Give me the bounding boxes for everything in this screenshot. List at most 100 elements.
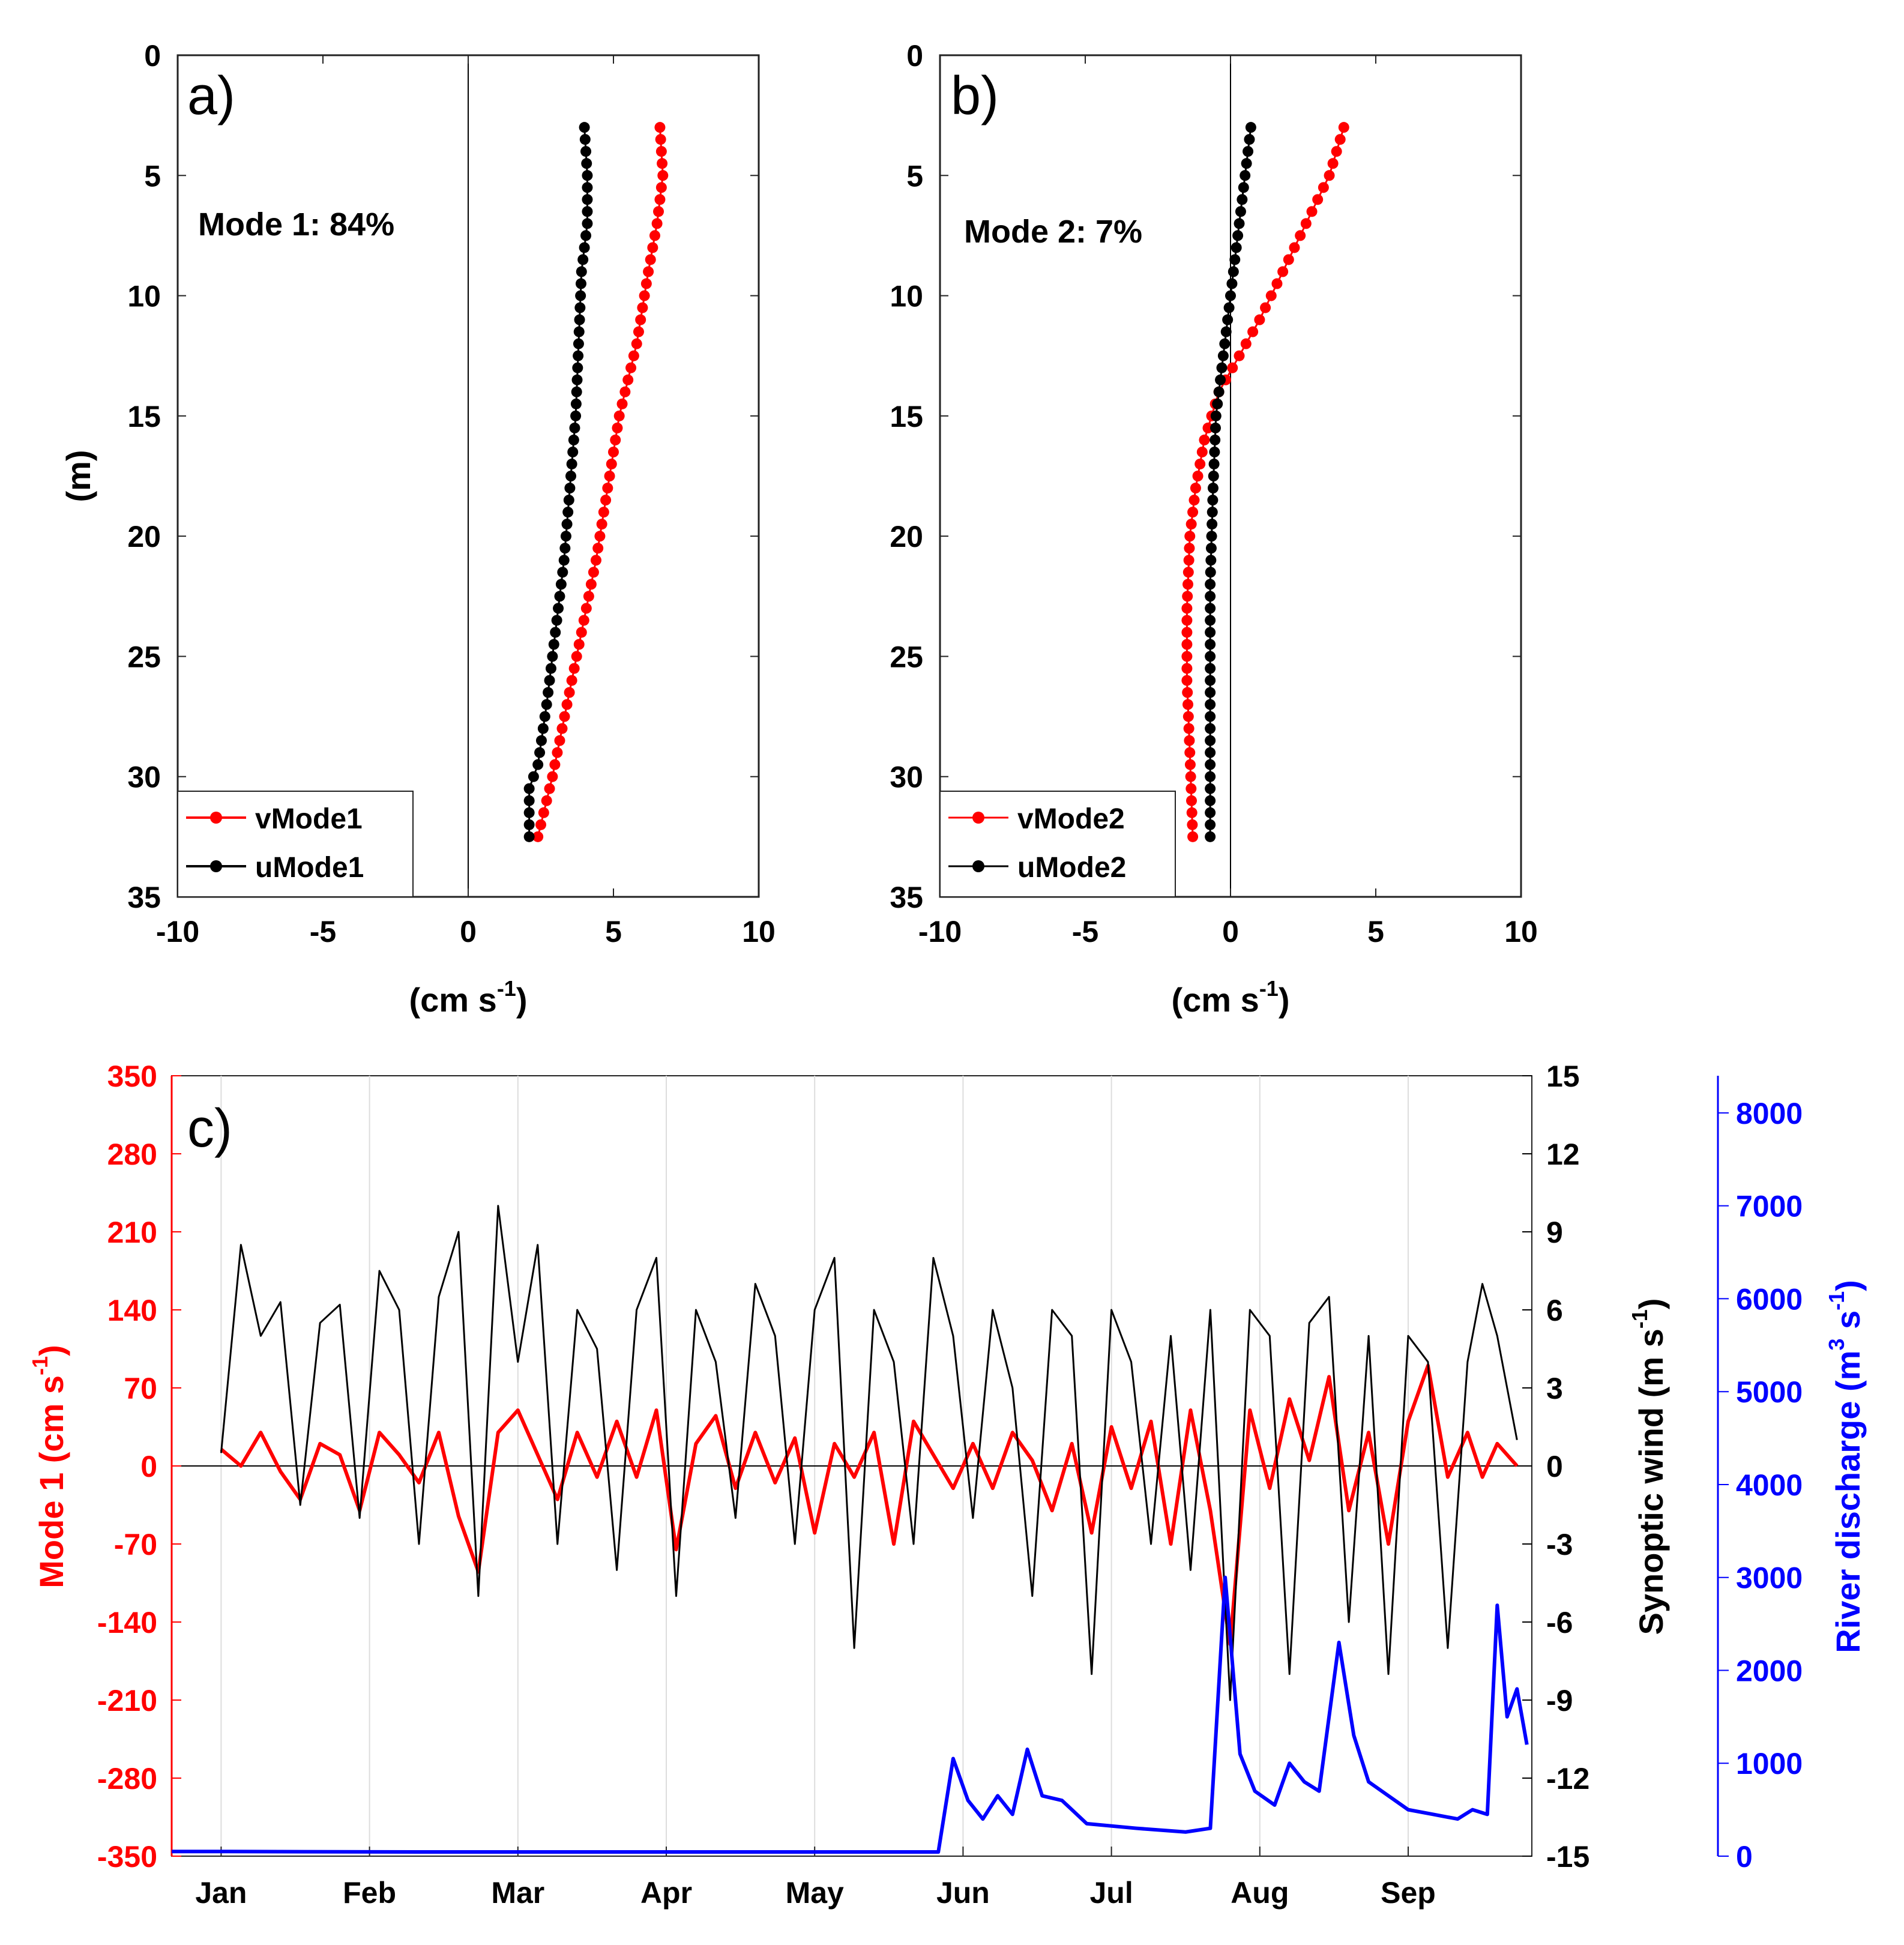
data-point-uMode1 — [559, 543, 571, 554]
right2-tick-label: 1000 — [1736, 1747, 1803, 1781]
data-point-vMode2 — [1181, 615, 1193, 626]
data-point-vMode2 — [1182, 687, 1193, 698]
data-point-uMode2 — [1237, 194, 1248, 205]
legend-marker-umode1 — [210, 860, 222, 872]
data-point-uMode2 — [1205, 807, 1216, 818]
panel-c-right1-ylabel: Synoptic wind (m s-1) — [1627, 1298, 1670, 1635]
left-tick-label: -70 — [114, 1528, 157, 1561]
data-point-vMode1 — [657, 170, 669, 181]
data-point-uMode1 — [532, 759, 544, 770]
data-point-uMode1 — [537, 723, 549, 734]
month-label: Feb — [343, 1876, 396, 1910]
data-point-uMode1 — [582, 170, 593, 181]
data-point-vMode1 — [606, 458, 617, 469]
data-point-uMode1 — [567, 446, 579, 457]
data-point-vMode2 — [1318, 182, 1329, 193]
data-point-uMode1 — [577, 254, 589, 265]
panel-b-xlabel: (cm s-1) — [1172, 976, 1290, 1019]
data-point-vMode1 — [585, 579, 597, 590]
data-point-vMode2 — [1187, 507, 1199, 518]
data-point-vMode2 — [1338, 122, 1349, 133]
right1-tick-label: 9 — [1546, 1216, 1563, 1249]
left-tick-label: -210 — [97, 1684, 157, 1717]
data-point-uMode2 — [1205, 591, 1216, 602]
data-point-vMode1 — [655, 146, 667, 157]
y-tick-label: 20 — [890, 520, 923, 553]
legend-marker-umode2 — [972, 860, 984, 872]
data-point-uMode1 — [562, 507, 574, 518]
data-point-vMode2 — [1254, 314, 1265, 325]
y-tick-label: 15 — [890, 400, 923, 433]
y-tick-label: 15 — [127, 400, 161, 433]
data-point-uMode1 — [543, 687, 554, 698]
data-point-uMode2 — [1206, 531, 1217, 542]
data-point-vMode1 — [637, 302, 648, 313]
data-point-vMode1 — [538, 807, 549, 818]
data-point-uMode2 — [1216, 362, 1228, 373]
series-line-mode-1 — [220, 1363, 1519, 1647]
data-point-uMode2 — [1205, 615, 1216, 626]
data-point-uMode2 — [1205, 771, 1216, 782]
y-tick-label: 30 — [127, 761, 161, 794]
panel-b: -10 -5 0 5 10 0 5 10 15 20 25 30 35 b) Mode 2: 7% (c… — [890, 39, 1537, 1019]
data-point-uMode2 — [1205, 579, 1216, 590]
data-point-vMode2 — [1184, 735, 1195, 746]
data-point-vMode2 — [1182, 579, 1194, 590]
data-point-vMode2 — [1181, 663, 1193, 674]
panel-b-label: b) — [951, 66, 999, 126]
data-point-uMode2 — [1223, 302, 1235, 313]
data-point-vMode2 — [1187, 831, 1199, 842]
left-tick-label: -280 — [97, 1762, 157, 1796]
data-point-vMode2 — [1306, 206, 1318, 217]
data-point-vMode2 — [1234, 350, 1245, 361]
panel-a-axes: -10 -5 0 5 10 0 5 10 15 20 25 30 35 — [127, 39, 775, 948]
right1-tick-label: -3 — [1546, 1528, 1573, 1561]
right2-tick-label: 3000 — [1736, 1561, 1803, 1595]
left-tick-label: 210 — [107, 1216, 157, 1249]
data-point-vMode1 — [592, 543, 604, 554]
left-tick-label: 280 — [107, 1138, 157, 1171]
data-point-uMode1 — [568, 434, 579, 445]
data-point-vMode1 — [613, 410, 625, 421]
x-tick-label: 10 — [1504, 915, 1538, 948]
data-point-uMode2 — [1220, 326, 1232, 337]
right1-tick-label: 15 — [1546, 1060, 1580, 1093]
data-point-uMode2 — [1207, 507, 1218, 518]
data-point-uMode1 — [553, 603, 564, 614]
data-point-vMode1 — [653, 206, 664, 217]
y-tick-label: 0 — [906, 39, 923, 73]
data-point-uMode1 — [582, 182, 593, 193]
data-point-vMode1 — [580, 603, 592, 614]
data-point-vMode1 — [649, 230, 660, 241]
right1-tick-label: -6 — [1546, 1606, 1573, 1639]
data-point-uMode1 — [528, 771, 539, 782]
panel-b-series — [1181, 122, 1349, 842]
data-point-uMode2 — [1210, 434, 1221, 445]
data-point-uMode1 — [535, 735, 547, 746]
x-tick-label: -10 — [156, 915, 199, 948]
data-point-uMode1 — [523, 831, 535, 842]
data-point-vMode1 — [622, 374, 634, 385]
panel-a-label: a) — [187, 66, 235, 126]
data-point-vMode1 — [578, 615, 589, 626]
month-label: Apr — [640, 1876, 692, 1910]
panel-c-axes: Jan Feb Mar Apr May Jun Jul Aug Sep -350 -280 -210 -… — [97, 1060, 1803, 1910]
data-point-uMode1 — [555, 579, 567, 590]
data-point-vMode1 — [532, 831, 544, 842]
data-point-uMode2 — [1205, 711, 1216, 722]
data-point-uMode2 — [1205, 819, 1216, 830]
data-point-uMode1 — [576, 266, 587, 277]
data-point-vMode2 — [1185, 771, 1196, 782]
y-tick-label: 5 — [906, 159, 923, 193]
data-point-uMode1 — [580, 146, 592, 157]
x-tick-label: -5 — [310, 915, 336, 948]
data-point-vMode2 — [1295, 230, 1306, 241]
data-point-uMode2 — [1222, 314, 1234, 325]
data-point-vMode1 — [552, 747, 563, 758]
data-point-uMode2 — [1210, 422, 1221, 433]
data-point-vMode1 — [590, 555, 601, 566]
month-label: Jun — [936, 1876, 990, 1910]
data-point-uMode2 — [1232, 230, 1244, 241]
data-point-vMode2 — [1324, 170, 1335, 181]
data-point-uMode1 — [582, 218, 593, 229]
